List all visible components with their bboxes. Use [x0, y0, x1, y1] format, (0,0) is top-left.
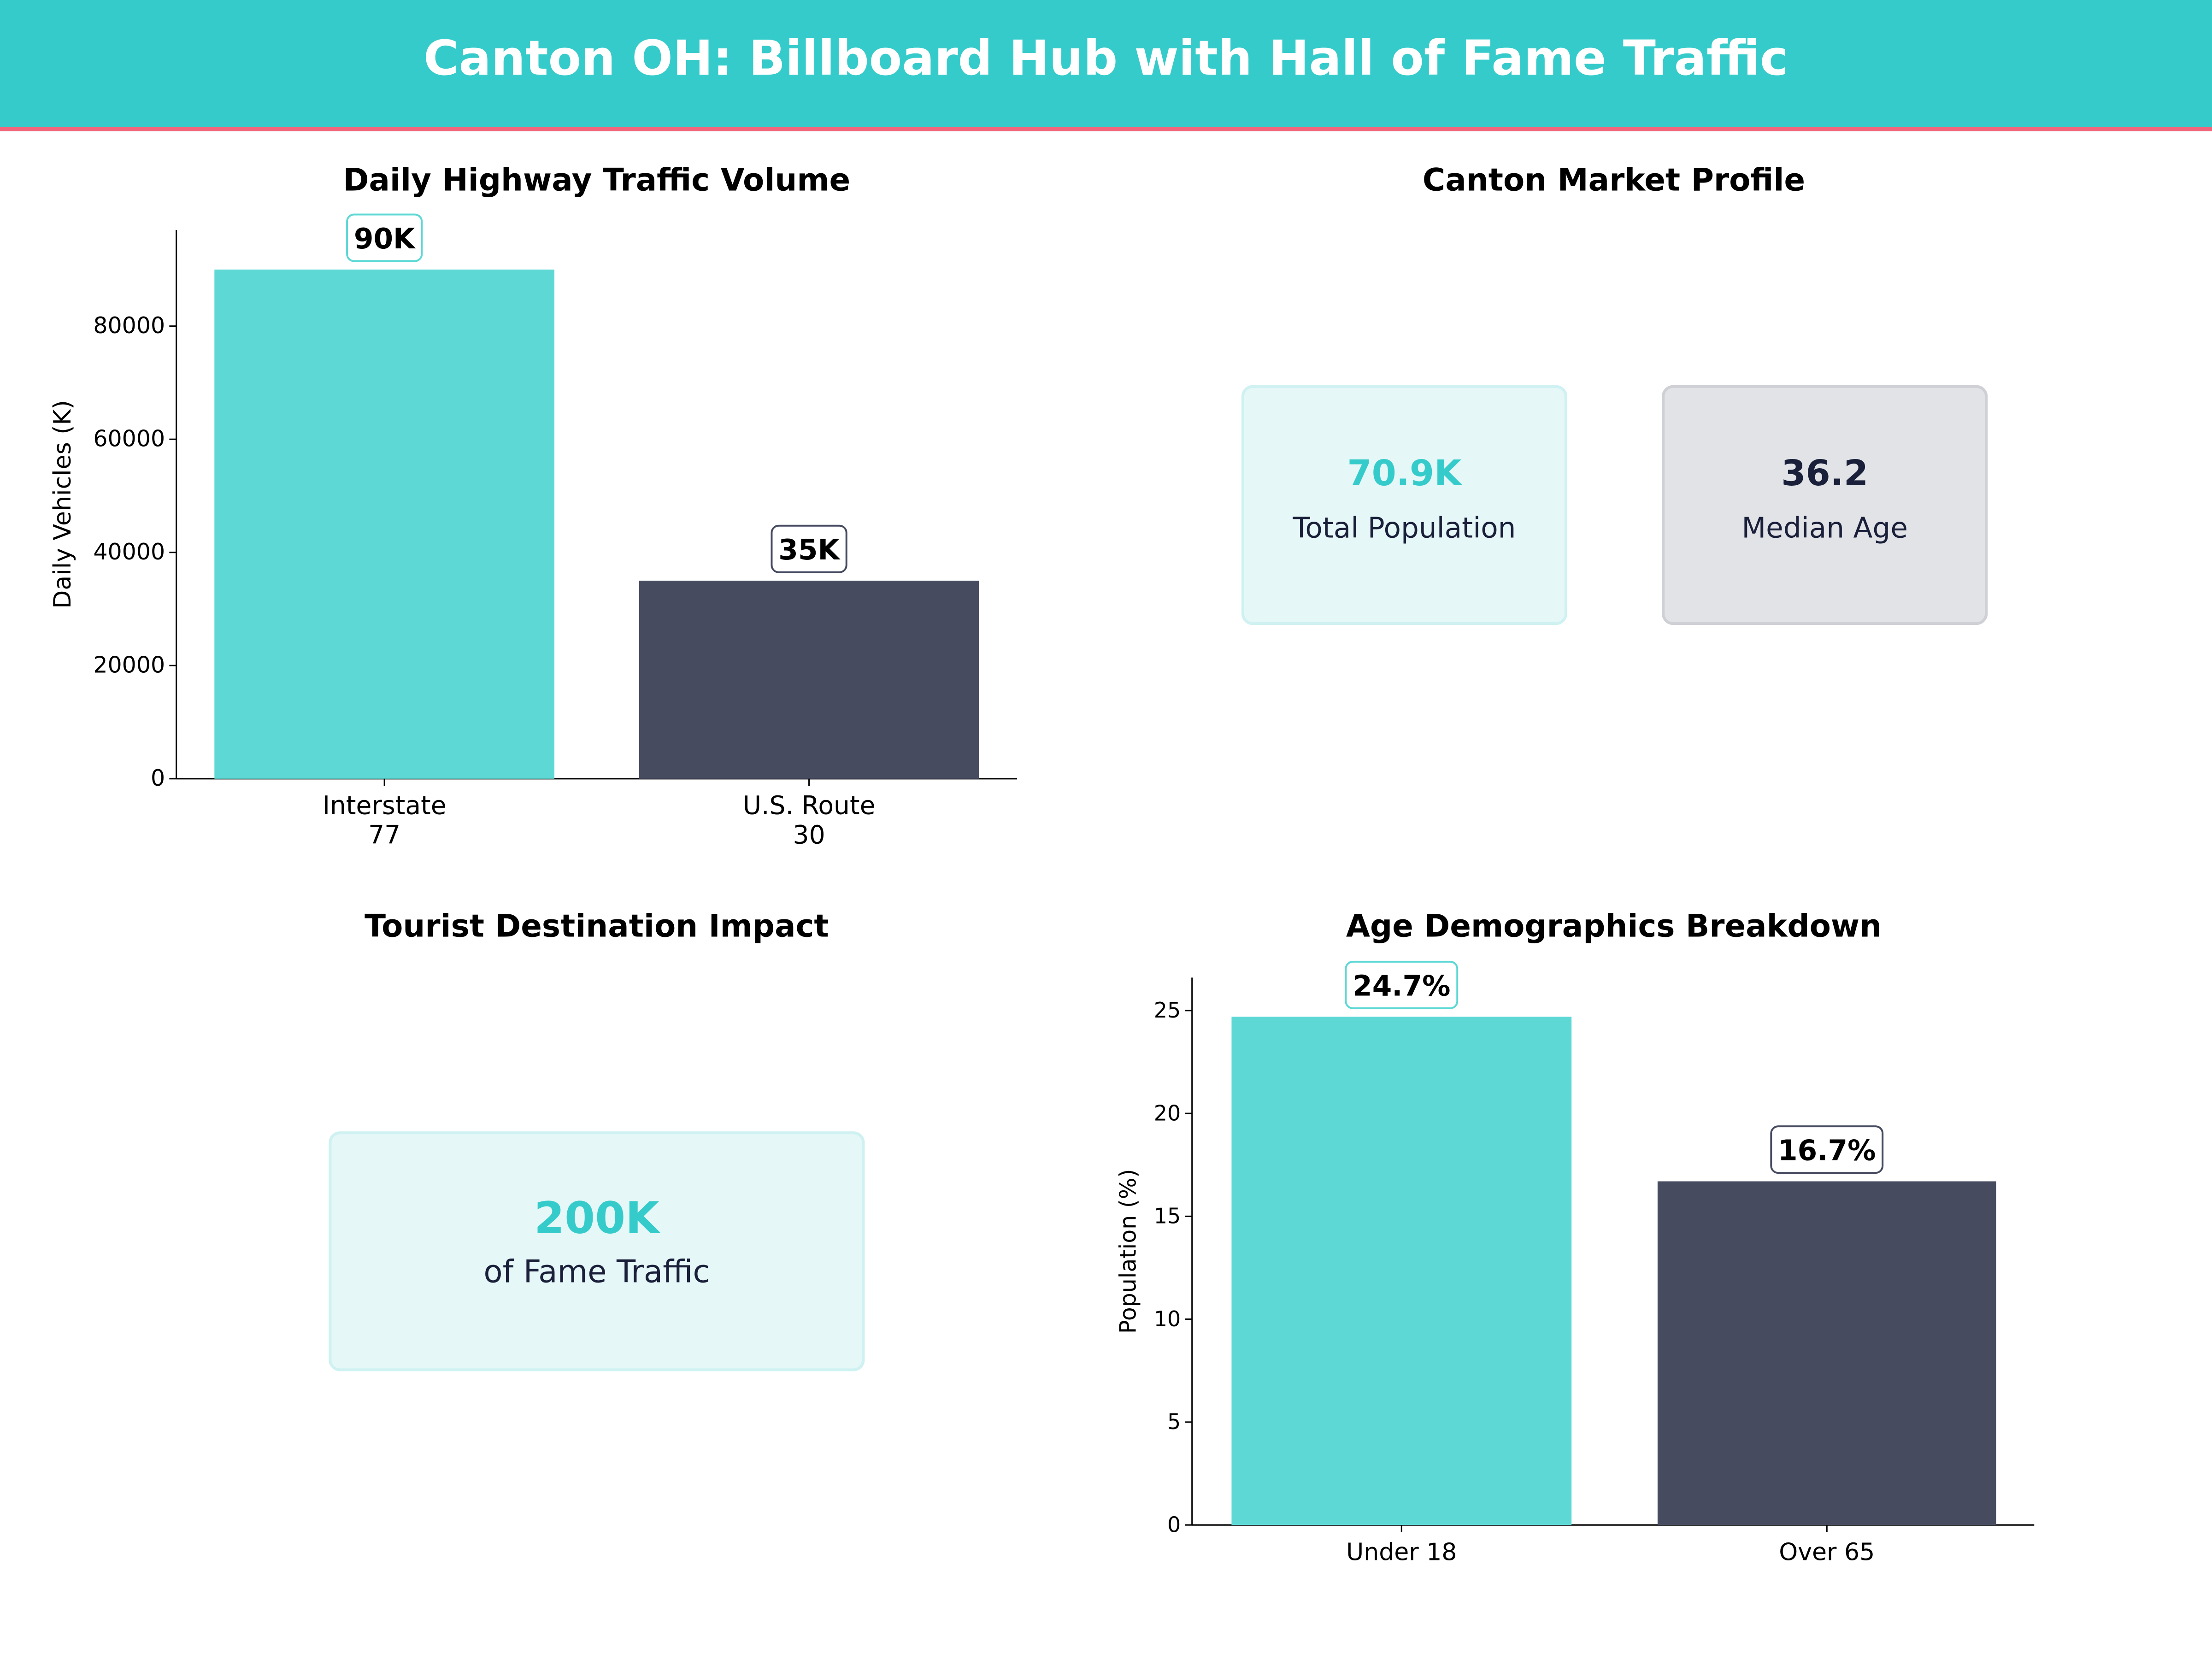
kpi-value: 36.2: [1781, 453, 1869, 494]
y-tick-label: 80000: [93, 312, 165, 339]
x-tick-label: U.S. Route: [743, 790, 876, 820]
y-tick-label: 15: [1154, 1204, 1181, 1229]
y-tick-label: 10: [1154, 1306, 1181, 1331]
y-tick-label: 25: [1154, 998, 1181, 1023]
data-label-box: [1770, 1125, 1884, 1174]
x-tick-label: Under 18: [1346, 1539, 1457, 1566]
kpi-label: Median Age: [1741, 511, 1908, 545]
y-tick-label: 0: [1167, 1512, 1181, 1537]
y-tick-label: 40000: [93, 539, 165, 565]
data-label: 90K: [354, 223, 416, 255]
age-chart-title: Age Demographics Breakdown: [1346, 910, 1882, 946]
traffic-chart-title: Daily Highway Traffic Volume: [343, 164, 851, 199]
header-banner: Canton OH: Billboard Hub with Hall of Fa…: [0, 0, 2212, 131]
data-label: 35K: [778, 534, 841, 566]
y-tick-label: 5: [1167, 1409, 1181, 1434]
data-label-box: [1345, 960, 1459, 1009]
kpi-label: Total Population: [1293, 511, 1516, 545]
bar: [214, 269, 555, 779]
kpi-value: 70.9K: [1347, 453, 1462, 494]
x-tick-label: Interstate: [323, 790, 447, 820]
y-axis-label: Daily Vehicles (K): [49, 400, 76, 609]
page-title: Canton OH: Billboard Hub with Hall of Fa…: [424, 31, 1788, 88]
data-label: 24.7%: [1353, 970, 1450, 1002]
kpi-card-population: 70.9K Total Population: [1241, 385, 1567, 625]
y-axis-label: Population (%): [1115, 1169, 1141, 1334]
y-tick-label: 20: [1154, 1100, 1181, 1125]
kpi-card-median-age: 36.2 Median Age: [1662, 385, 1988, 625]
y-tick-label: 0: [151, 765, 165, 791]
x-tick-label: Over 65: [1779, 1539, 1875, 1566]
y-tick-label: 60000: [93, 426, 165, 452]
kpi-card-tourist: 200K of Fame Traffic: [329, 1131, 865, 1371]
tourist-title: Tourist Destination Impact: [365, 910, 829, 946]
bar: [1657, 1181, 1996, 1525]
x-tick-label: 30: [793, 820, 825, 850]
bar: [1231, 1017, 1572, 1525]
kpi-label: of Fame Traffic: [483, 1255, 710, 1291]
data-label-box: [771, 524, 847, 573]
kpi-value: 200K: [534, 1193, 659, 1244]
market-profile-title: Canton Market Profile: [1422, 164, 1806, 199]
data-label: 16.7%: [1778, 1135, 1876, 1167]
bar: [639, 581, 979, 779]
x-tick-label: 77: [368, 820, 400, 850]
y-tick-label: 20000: [93, 652, 165, 678]
data-label-box: [346, 213, 423, 262]
